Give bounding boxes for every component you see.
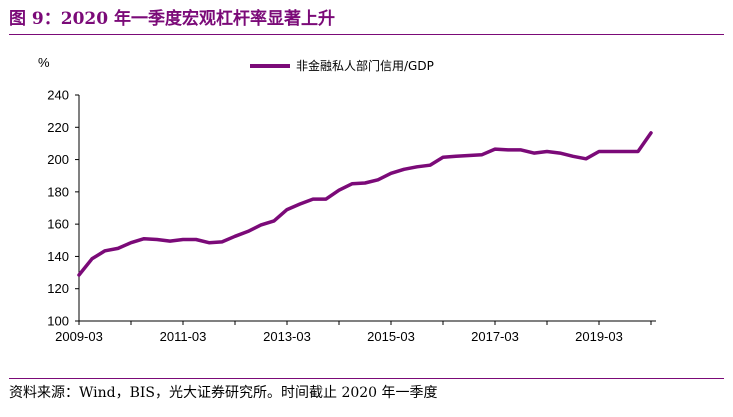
- data-point: [403, 168, 405, 170]
- data-point: [650, 132, 652, 134]
- data-point: [637, 150, 639, 153]
- data-point: [533, 152, 535, 154]
- data-point: [390, 172, 392, 174]
- data-point: [325, 198, 327, 200]
- data-point: [156, 238, 158, 241]
- x-tick-label: 2011-03: [160, 329, 207, 344]
- data-point: [143, 238, 145, 240]
- data-point: [351, 183, 353, 185]
- data-point: [247, 230, 249, 232]
- y-tick-labels: 100 120 140 160 180 200 220 240: [47, 88, 69, 329]
- data-point: [520, 149, 522, 151]
- data-point: [195, 238, 197, 241]
- title-divider: [9, 34, 724, 35]
- data-point: [260, 224, 262, 226]
- data-point: [91, 258, 93, 260]
- footer-divider: [9, 378, 724, 379]
- data-point: [507, 149, 509, 151]
- data-point: [169, 240, 171, 242]
- legend: 非金融私人部门信用/GDP: [250, 58, 434, 73]
- data-point: [234, 235, 236, 237]
- data-point: [364, 182, 366, 184]
- data-point: [481, 154, 483, 156]
- y-unit-label: %: [38, 55, 50, 70]
- data-point: [312, 198, 314, 200]
- data-point: [377, 179, 379, 181]
- legend-label: 非金融私人部门信用/GDP: [296, 58, 434, 73]
- x-tick-label: 2009-03: [55, 329, 103, 344]
- series-group: [77, 131, 653, 277]
- data-point: [221, 241, 223, 243]
- data-point: [442, 156, 444, 158]
- data-point: [182, 238, 184, 241]
- data-point: [273, 220, 275, 222]
- data-point: [416, 166, 418, 168]
- x-tick-label: 2017-03: [471, 329, 519, 344]
- data-point: [208, 242, 210, 244]
- x-tick-label: 2013-03: [263, 329, 311, 344]
- data-point: [130, 242, 132, 244]
- data-point: [455, 155, 457, 157]
- data-point: [78, 274, 80, 276]
- x-tick-labels: 2009-03 2011-03 2013-03 2015-03 2017-03 2019-…: [55, 329, 623, 344]
- x-tick-label: 2015-03: [367, 329, 415, 344]
- y-tick-label: 180: [47, 184, 69, 199]
- y-tick-label: 140: [47, 249, 69, 264]
- data-point: [299, 203, 301, 205]
- figure-title: 图 9：2020 年一季度宏观杠杆率显著上升: [9, 9, 335, 29]
- data-point: [546, 150, 548, 153]
- data-point: [611, 150, 613, 153]
- series-line: [77, 131, 653, 277]
- source-note: 资料来源：Wind，BIS，光大证券研究所。时间截止 2020 年一季度: [9, 385, 438, 401]
- y-tick-label: 120: [47, 281, 69, 296]
- data-point: [429, 164, 431, 166]
- data-point: [559, 152, 561, 154]
- data-point: [572, 155, 574, 157]
- data-point: [117, 247, 119, 249]
- data-point: [338, 189, 340, 191]
- data-point: [598, 150, 600, 153]
- data-point: [286, 209, 288, 211]
- line-chart: % 非金融私人部门信用/GDP 100 120 140 160 180 200 220 240…: [38, 55, 656, 344]
- data-point: [624, 150, 626, 153]
- data-point: [468, 154, 470, 157]
- data-point: [104, 250, 106, 252]
- data-point: [494, 148, 496, 150]
- x-tick-label: 2019-03: [575, 329, 623, 344]
- y-tick-label: 100: [47, 314, 69, 329]
- y-tick-label: 200: [47, 152, 69, 167]
- data-point: [585, 158, 587, 160]
- axes: [75, 94, 656, 325]
- y-tick-label: 240: [47, 88, 69, 103]
- y-tick-label: 160: [47, 217, 69, 232]
- y-tick-label: 220: [47, 120, 69, 135]
